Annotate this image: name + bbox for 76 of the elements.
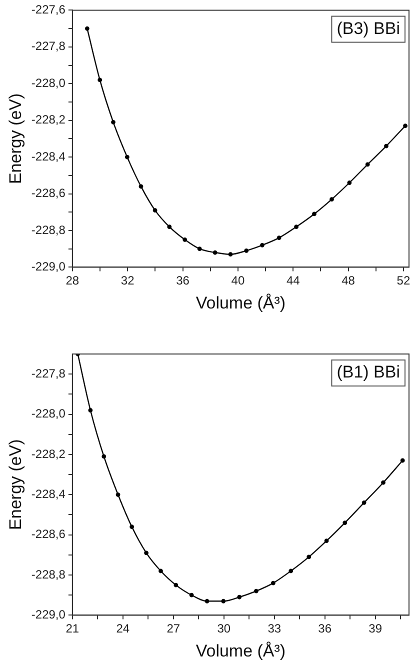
point	[182, 237, 188, 242]
annotation: (B1) BBi	[336, 362, 400, 382]
y-tick-label: -228,2	[31, 446, 66, 461]
x-tick-label: 39	[368, 622, 382, 636]
point	[189, 592, 194, 598]
point	[237, 594, 242, 600]
point	[158, 568, 163, 574]
point	[84, 26, 90, 31]
x-tick-label: 24	[116, 622, 130, 636]
y-tick-label: -227,8	[31, 39, 66, 54]
y-tick-label: -227,8	[31, 366, 66, 380]
point	[244, 248, 249, 253]
point	[381, 480, 386, 485]
point	[306, 554, 312, 560]
point	[330, 197, 334, 202]
point	[197, 246, 202, 252]
point	[342, 520, 348, 525]
y-tick-label: -228,8	[31, 222, 66, 237]
y-tick-label: -228,6	[31, 186, 66, 200]
point	[347, 180, 352, 185]
point	[130, 524, 134, 529]
x-tick-label: 21	[66, 622, 80, 636]
y-tick-label: -228,2	[31, 112, 66, 127]
y-tick-label: -227,6	[31, 2, 66, 17]
point	[88, 408, 93, 412]
x-tick-label: 28	[66, 274, 80, 288]
y-tick-label: -228,0	[31, 406, 66, 421]
x-axis-title: Volume (Å³)	[196, 641, 286, 660]
point	[270, 580, 276, 586]
point	[384, 144, 388, 148]
point	[152, 208, 158, 212]
point	[400, 458, 405, 463]
point	[294, 224, 299, 230]
x-tick-label: 44	[286, 274, 300, 288]
point	[138, 184, 144, 189]
x-tick-label: 33	[268, 622, 282, 636]
point	[362, 500, 366, 505]
y-tick-label: -229,0	[31, 260, 66, 274]
point	[403, 124, 408, 128]
point	[312, 212, 316, 216]
x-tick-label: 36	[318, 622, 332, 636]
annotation: (B3) BBi	[336, 18, 400, 38]
point	[324, 538, 329, 544]
point	[124, 154, 130, 160]
y-tick-label: -228,6	[31, 527, 66, 542]
y-tick-label: -228,4	[31, 486, 66, 501]
point	[212, 250, 218, 255]
point	[144, 550, 149, 556]
point	[260, 242, 264, 248]
y-tick-label: -229,0	[31, 608, 66, 622]
point	[276, 236, 282, 240]
x-tick-label: 30	[217, 622, 231, 636]
point	[174, 582, 178, 588]
y-tick-label: -228,4	[31, 149, 66, 164]
point	[98, 78, 102, 82]
y-tick-label: -228,0	[31, 76, 66, 90]
x-tick-label: 27	[166, 622, 180, 636]
x-tick-label: 52	[396, 274, 410, 288]
point	[111, 120, 116, 124]
point	[221, 598, 226, 604]
point	[254, 588, 258, 594]
point	[204, 598, 210, 604]
y-axis-title: Energy (eV)	[6, 93, 25, 184]
x-tick-label: 48	[342, 274, 356, 288]
point	[365, 162, 370, 167]
point	[228, 252, 233, 257]
x-axis-title: Volume (Å³)	[196, 293, 286, 312]
point	[167, 224, 172, 230]
x-tick-label: 32	[120, 274, 135, 288]
y-tick-label: -228,8	[31, 567, 66, 582]
point	[288, 568, 294, 574]
point	[102, 454, 106, 459]
point	[116, 492, 120, 497]
x-tick-label: 36	[176, 274, 190, 288]
y-axis-title: Energy (eV)	[6, 439, 25, 530]
x-tick-label: 40	[231, 274, 245, 288]
